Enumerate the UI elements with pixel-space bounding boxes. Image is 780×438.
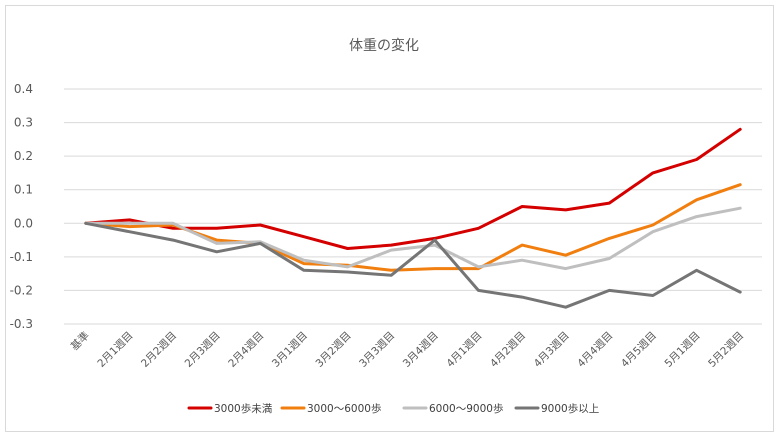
x-axis-ticks: 基準 2月1週目 2月2週目 2月3週目 2月4週目 3月1週目 3月2週目 3月3週目 3月4… xyxy=(68,329,746,370)
legend-label: 3000〜6000歩 xyxy=(307,402,381,415)
x-tick-label: 3月4週目 xyxy=(401,330,441,370)
legend-label: 6000〜9000歩 xyxy=(429,402,503,415)
series-line-3 xyxy=(84,206,742,271)
x-tick-label: 4月1週目 xyxy=(444,330,484,370)
y-tick-label: -0.3 xyxy=(10,317,33,331)
x-tick-label: 2月1週目 xyxy=(95,330,135,370)
x-tick-label: 3月2週目 xyxy=(313,330,353,370)
y-tick-label: 0.3 xyxy=(14,116,33,130)
y-tick-label: -0.2 xyxy=(10,283,33,297)
chart-title: 体重の変化 xyxy=(349,37,419,54)
legend: 3000歩未満 3000〜6000歩 6000〜9000歩 9000歩以上 xyxy=(187,402,599,415)
x-tick-label: 3月1週目 xyxy=(270,330,310,370)
x-tick-label: 5月2週目 xyxy=(706,330,746,370)
x-tick-label: 5月1週目 xyxy=(662,330,702,370)
series-line-4 xyxy=(84,221,742,309)
gridlines xyxy=(64,88,762,325)
line-chart: 体重の変化 0.4 0.3 0.2 0.1 0.0 -0.1 -0.2 -0.3 基準 2月1週… xyxy=(10,37,762,415)
series-line-1 xyxy=(84,127,742,250)
x-tick-label: 2月2週目 xyxy=(139,330,179,370)
x-tick-label: 4月4週目 xyxy=(575,330,615,370)
x-tick-label: 2月3週目 xyxy=(183,330,223,370)
x-tick-label: 基準 xyxy=(68,329,92,353)
series-lines xyxy=(84,127,742,309)
y-tick-label: 0.1 xyxy=(14,183,33,197)
y-axis-ticks: 0.4 0.3 0.2 0.1 0.0 -0.1 -0.2 -0.3 xyxy=(10,82,33,331)
y-tick-label: 0.4 xyxy=(14,82,33,96)
legend-label: 3000歩未満 xyxy=(214,402,273,415)
y-tick-label: -0.1 xyxy=(10,250,33,264)
y-tick-label: 0.2 xyxy=(14,149,33,163)
x-tick-label: 2月4週目 xyxy=(226,330,266,370)
x-tick-label: 3月3週目 xyxy=(357,330,397,370)
legend-label: 9000歩以上 xyxy=(541,402,599,415)
x-tick-label: 4月5週目 xyxy=(619,330,659,370)
x-tick-label: 4月2週目 xyxy=(488,330,528,370)
y-tick-label: 0.0 xyxy=(14,216,33,230)
x-tick-label: 4月3週目 xyxy=(532,330,572,370)
chart-frame: 体重の変化 0.4 0.3 0.2 0.1 0.0 -0.1 -0.2 -0.3 基準 2月1週… xyxy=(5,5,774,432)
